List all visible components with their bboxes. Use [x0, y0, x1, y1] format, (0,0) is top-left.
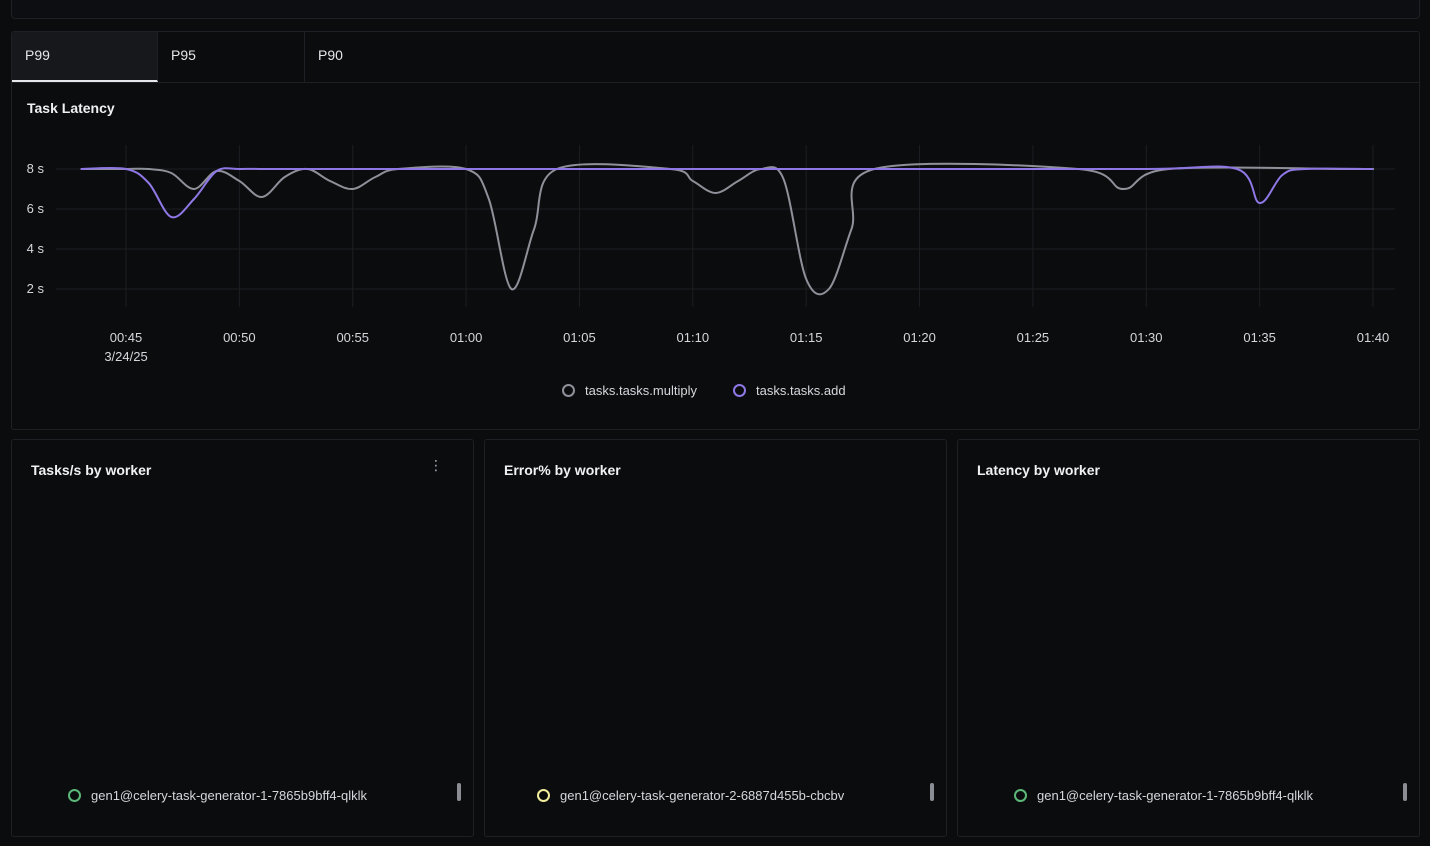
kebab-icon[interactable]: ⋮	[429, 457, 443, 473]
tasks-per-second-panel: Tasks/s by worker ⋮ gen1@celery-task-gen…	[11, 439, 474, 837]
legend-circle-icon	[68, 789, 81, 802]
panel-title: Task Latency	[27, 100, 115, 116]
y-tick-label: 6 s	[27, 201, 45, 216]
error-rate-panel: Error% by worker gen1@celery-task-genera…	[484, 439, 947, 837]
legend-scrollbar[interactable]	[1403, 783, 1407, 801]
x-tick-label: 00:45	[110, 330, 143, 345]
latency-by-worker-panel: Latency by worker gen1@celery-task-gener…	[957, 439, 1420, 837]
tab-p99[interactable]: P99	[12, 32, 158, 82]
x-tick-label: 00:50	[223, 330, 256, 345]
legend-item-worker[interactable]: gen1@celery-task-generator-1-7865b9bff4-…	[68, 788, 367, 803]
y-tick-label: 2 s	[27, 281, 45, 296]
legend-scrollbar[interactable]	[930, 783, 934, 801]
x-tick-label: 01:15	[790, 330, 823, 345]
legend-label: gen1@celery-task-generator-2-6887d455b-c…	[560, 788, 845, 803]
legend-circle-icon	[562, 384, 575, 397]
x-tick-label: 01:20	[903, 330, 936, 345]
legend-scrollbar[interactable]	[457, 783, 461, 801]
x-tick-label: 01:10	[677, 330, 710, 345]
x-tick-label: 00:55	[336, 330, 369, 345]
legend-item-add[interactable]: tasks.tasks.add	[733, 383, 846, 398]
legend-label: gen1@celery-task-generator-1-7865b9bff4-…	[1037, 788, 1313, 803]
y-tick-label: 8 s	[27, 161, 45, 176]
panel-title: Tasks/s by worker	[31, 462, 152, 478]
series-line	[80, 165, 1374, 219]
x-tick-label: 01:05	[563, 330, 596, 345]
legend-circle-icon	[733, 384, 746, 397]
x-tick-label: 01:40	[1357, 330, 1390, 345]
legend-item-worker[interactable]: gen1@celery-task-generator-2-6887d455b-c…	[537, 788, 844, 803]
y-tick-label: 4 s	[27, 241, 45, 256]
panel-title: Latency by worker	[977, 462, 1100, 478]
x-tick-label: 01:25	[1017, 330, 1050, 345]
percentile-tabs: P99 P95 P90	[12, 32, 1419, 83]
top-panel-edge	[11, 0, 1420, 19]
tab-p95[interactable]: P95	[158, 32, 305, 82]
legend-circle-icon	[537, 789, 550, 802]
legend-item-multiply[interactable]: tasks.tasks.multiply	[562, 383, 697, 398]
series-line	[80, 162, 1375, 296]
x-tick-label: 01:30	[1130, 330, 1163, 345]
panel-title: Error% by worker	[504, 462, 621, 478]
legend-item-worker[interactable]: gen1@celery-task-generator-1-7865b9bff4-…	[1014, 788, 1313, 803]
legend-label: gen1@celery-task-generator-1-7865b9bff4-…	[91, 788, 367, 803]
legend-circle-icon	[1014, 789, 1027, 802]
latency-panel: P99 P95 P90 Task Latency tasks.tasks.mul…	[11, 31, 1420, 430]
legend-label: tasks.tasks.add	[756, 383, 846, 398]
x-tick-label: 01:35	[1243, 330, 1276, 345]
tab-p90[interactable]: P90	[318, 47, 343, 63]
x-date-label: 3/24/25	[104, 349, 147, 364]
legend-label: tasks.tasks.multiply	[585, 383, 697, 398]
x-tick-label: 01:00	[450, 330, 483, 345]
